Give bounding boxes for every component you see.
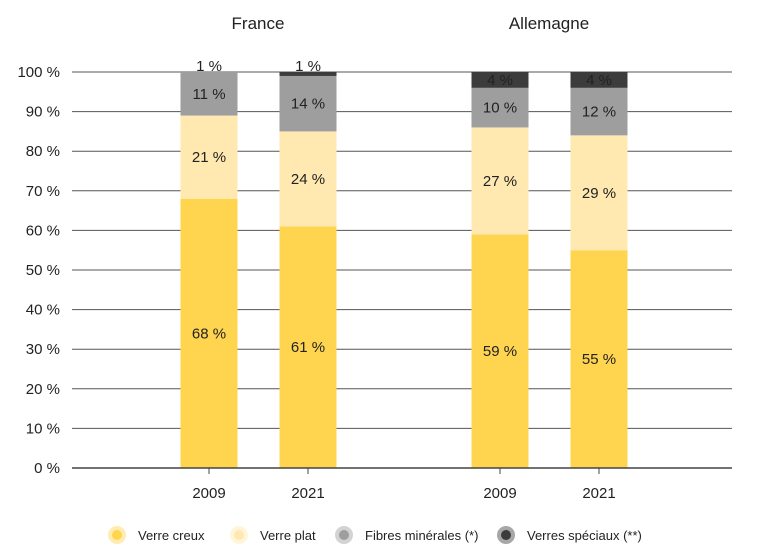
legend-item: Fibres minérales (*) [335,526,478,544]
x-tick-label: 2009 [192,485,225,502]
segment-label: 4 % [586,72,612,89]
segment-labels: 68 % 21 % 11 % 1 % 61 % 24 % 14 % 1 % 59 % 27 % 10… [192,58,616,368]
bar-segment [279,72,337,76]
y-tick-label: 50 % [26,262,60,279]
y-axis: 0 % 10 % 20 % 30 % 40 % 50 % 60 % 70 % 80 % 90 % 1… [17,64,60,477]
segment-label: 24 % [291,171,325,188]
bar-segment [279,226,337,468]
segment-label: 59 % [483,343,517,360]
legend: Verre creux Verre plat Fibres minérales (*… [108,526,642,544]
group-title-france: France [232,14,285,33]
x-tick-label: 2021 [582,485,615,502]
bar-segment [471,127,529,235]
bars [180,72,628,468]
segment-label: 12 % [582,104,616,121]
gridlines [72,71,732,429]
legend-marker [112,530,122,540]
legend-label: Verre creux [138,528,205,543]
legend-label: Verre plat [260,528,316,543]
legend-item: Verre creux [108,526,205,544]
segment-label: 61 % [291,339,325,356]
bar-segment [471,72,529,88]
segment-label: 11 % [192,86,225,103]
segment-label: 27 % [483,173,517,190]
y-tick-label: 90 % [26,104,60,121]
segment-label: 68 % [192,325,226,342]
y-tick-label: 0 % [34,460,60,477]
segment-label: 1 % [196,58,222,75]
legend-item: Verre plat [230,526,316,544]
segment-label: 10 % [483,100,517,117]
bar-segment [471,234,529,468]
bar-segment [279,131,337,227]
bar-segment [180,198,238,468]
y-tick-label: 80 % [26,143,60,160]
bar-segment [180,72,238,116]
legend-label: Fibres minérales (*) [365,528,478,543]
bar-segment [570,72,628,88]
legend-marker [501,530,511,540]
segment-label: 14 % [291,96,325,113]
segment-label: 1 % [295,58,321,75]
x-axis: 2009 2021 2009 2021 [72,467,732,502]
group-title-allemagne: Allemagne [509,14,589,33]
y-tick-label: 40 % [26,302,60,319]
segment-label: 21 % [192,149,226,166]
legend-marker [339,530,349,540]
legend-marker [234,530,244,540]
bar-segment [471,87,529,128]
segment-label: 55 % [582,351,616,368]
y-tick-label: 20 % [26,381,60,398]
y-tick-label: 70 % [26,183,60,200]
y-tick-label: 100 % [17,64,60,81]
y-tick-label: 30 % [26,341,60,358]
bar-segment [279,75,337,132]
group-titles: France Allemagne [232,14,590,33]
legend-label: Verres spéciaux (**) [527,528,642,543]
legend-item: Verres spéciaux (**) [497,526,642,544]
bar-segment [570,87,628,136]
segment-label: 29 % [582,185,616,202]
x-tick-label: 2009 [483,485,516,502]
bar-segment [570,250,628,468]
bar-segment [570,135,628,251]
y-tick-label: 60 % [26,222,60,239]
bar-segment [180,115,238,199]
y-tick-label: 10 % [26,420,60,437]
x-tick-label: 2021 [291,485,324,502]
segment-label: 4 % [487,72,513,89]
